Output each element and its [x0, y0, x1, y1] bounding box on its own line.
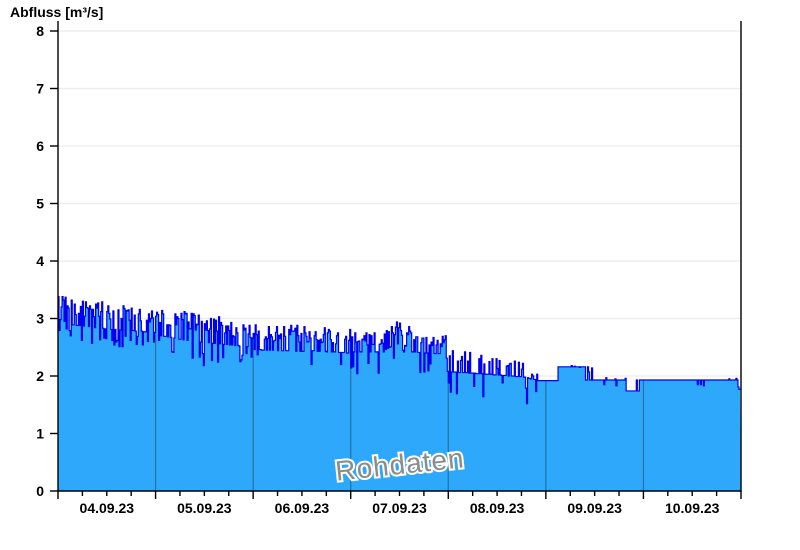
svg-text:10.09.23: 10.09.23 [665, 500, 720, 516]
svg-text:2: 2 [36, 368, 44, 384]
day-separator-lines [154, 296, 645, 491]
svg-text:07.09.23: 07.09.23 [372, 500, 427, 516]
svg-text:6: 6 [36, 138, 44, 154]
discharge-area-fill [58, 296, 741, 491]
svg-text:4: 4 [36, 253, 44, 269]
x-axis-labels: 04.09.23 05.09.23 06.09.23 07.09.23 08.09.23… [80, 500, 720, 516]
svg-text:5: 5 [36, 196, 44, 212]
svg-text:08.09.23: 08.09.23 [470, 500, 525, 516]
svg-text:04.09.23: 04.09.23 [80, 500, 135, 516]
svg-text:7: 7 [36, 81, 44, 97]
svg-text:0: 0 [36, 483, 44, 499]
svg-text:05.09.23: 05.09.23 [177, 500, 232, 516]
y-axis-labels: 0 1 2 3 4 5 6 7 8 [36, 23, 44, 499]
y-axis-ticks [50, 30, 58, 492]
x-axis-ticks [57, 491, 742, 499]
svg-text:06.09.23: 06.09.23 [275, 500, 330, 516]
svg-text:8: 8 [36, 23, 44, 39]
svg-text:1: 1 [36, 426, 44, 442]
chart-title: Abfluss [m³/s] [10, 4, 104, 20]
svg-text:3: 3 [36, 311, 44, 327]
svg-text:09.09.23: 09.09.23 [567, 500, 622, 516]
discharge-line [58, 296, 741, 405]
